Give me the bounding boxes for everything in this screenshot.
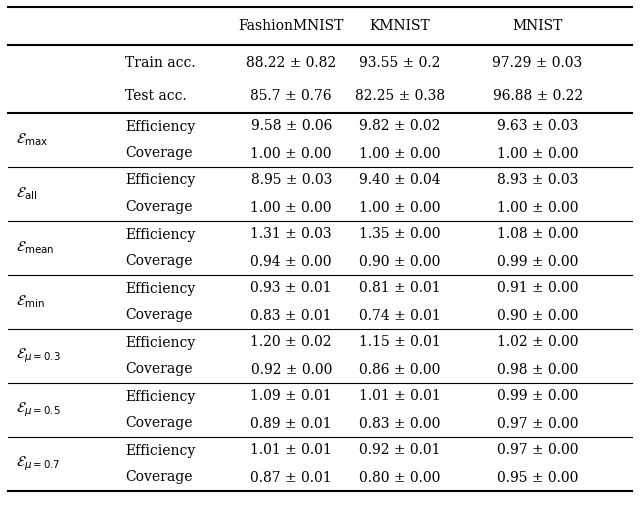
Text: $\mathcal{E}_{\mathrm{mean}}$: $\mathcal{E}_{\mathrm{mean}}$: [16, 240, 54, 257]
Text: 1.00 ± 0.00: 1.00 ± 0.00: [359, 147, 441, 161]
Text: 0.97 ± 0.00: 0.97 ± 0.00: [497, 444, 579, 457]
Text: 0.90 ± 0.00: 0.90 ± 0.00: [359, 255, 441, 269]
Text: Efficiency: Efficiency: [125, 173, 195, 188]
Text: $\mathcal{E}_{\mathrm{all}}$: $\mathcal{E}_{\mathrm{all}}$: [16, 186, 37, 202]
Text: Efficiency: Efficiency: [125, 389, 195, 404]
Text: 1.20 ± 0.02: 1.20 ± 0.02: [250, 336, 332, 349]
Text: 0.83 ± 0.00: 0.83 ± 0.00: [359, 416, 441, 430]
Text: 1.00 ± 0.00: 1.00 ± 0.00: [250, 200, 332, 214]
Text: $\mathcal{E}_{\mathrm{min}}$: $\mathcal{E}_{\mathrm{min}}$: [16, 294, 45, 310]
Text: 0.92 ± 0.00: 0.92 ± 0.00: [250, 363, 332, 377]
Text: 1.01 ± 0.01: 1.01 ± 0.01: [359, 389, 441, 404]
Text: 0.99 ± 0.00: 0.99 ± 0.00: [497, 255, 579, 269]
Text: $\mathcal{E}_{\mu=0.7}$: $\mathcal{E}_{\mu=0.7}$: [16, 455, 60, 474]
Text: $\mathcal{E}_{\mu=0.5}$: $\mathcal{E}_{\mu=0.5}$: [16, 401, 61, 419]
Text: FashionMNIST: FashionMNIST: [239, 19, 344, 33]
Text: Coverage: Coverage: [125, 200, 192, 214]
Text: 0.74 ± 0.01: 0.74 ± 0.01: [359, 308, 441, 322]
Text: Efficiency: Efficiency: [125, 336, 195, 349]
Text: Coverage: Coverage: [125, 308, 192, 322]
Text: 96.88 ± 0.22: 96.88 ± 0.22: [493, 89, 582, 103]
Text: 1.09 ± 0.01: 1.09 ± 0.01: [250, 389, 332, 404]
Text: 0.92 ± 0.01: 0.92 ± 0.01: [359, 444, 441, 457]
Text: 0.98 ± 0.00: 0.98 ± 0.00: [497, 363, 579, 377]
Text: Train acc.: Train acc.: [125, 56, 195, 70]
Text: 1.15 ± 0.01: 1.15 ± 0.01: [359, 336, 441, 349]
Text: 0.90 ± 0.00: 0.90 ± 0.00: [497, 308, 579, 322]
Text: 1.00 ± 0.00: 1.00 ± 0.00: [250, 147, 332, 161]
Text: 0.95 ± 0.00: 0.95 ± 0.00: [497, 470, 579, 485]
Text: 1.08 ± 0.00: 1.08 ± 0.00: [497, 228, 579, 241]
Text: 93.55 ± 0.2: 93.55 ± 0.2: [359, 56, 441, 70]
Text: $\mathcal{E}_{\mu=0.3}$: $\mathcal{E}_{\mu=0.3}$: [16, 347, 61, 366]
Text: 88.22 ± 0.82: 88.22 ± 0.82: [246, 56, 336, 70]
Text: Coverage: Coverage: [125, 363, 192, 377]
Text: 9.58 ± 0.06: 9.58 ± 0.06: [250, 120, 332, 133]
Text: Test acc.: Test acc.: [125, 89, 186, 103]
Text: Efficiency: Efficiency: [125, 281, 195, 296]
Text: 0.81 ± 0.01: 0.81 ± 0.01: [359, 281, 441, 296]
Text: 8.95 ± 0.03: 8.95 ± 0.03: [250, 173, 332, 188]
Text: 97.29 ± 0.03: 97.29 ± 0.03: [492, 56, 583, 70]
Text: 1.00 ± 0.00: 1.00 ± 0.00: [497, 147, 579, 161]
Text: 0.99 ± 0.00: 0.99 ± 0.00: [497, 389, 579, 404]
Text: 0.93 ± 0.01: 0.93 ± 0.01: [250, 281, 332, 296]
Text: 0.94 ± 0.00: 0.94 ± 0.00: [250, 255, 332, 269]
Text: Efficiency: Efficiency: [125, 120, 195, 133]
Text: Efficiency: Efficiency: [125, 228, 195, 241]
Text: 1.00 ± 0.00: 1.00 ± 0.00: [497, 200, 579, 214]
Text: 9.40 ± 0.04: 9.40 ± 0.04: [359, 173, 441, 188]
Text: Coverage: Coverage: [125, 147, 192, 161]
Text: 1.31 ± 0.03: 1.31 ± 0.03: [250, 228, 332, 241]
Text: 1.35 ± 0.00: 1.35 ± 0.00: [359, 228, 441, 241]
Text: KMNIST: KMNIST: [370, 19, 430, 33]
Text: Coverage: Coverage: [125, 255, 192, 269]
Text: 0.91 ± 0.00: 0.91 ± 0.00: [497, 281, 579, 296]
Text: 9.82 ± 0.02: 9.82 ± 0.02: [359, 120, 441, 133]
Text: 1.02 ± 0.00: 1.02 ± 0.00: [497, 336, 579, 349]
Text: $\mathcal{E}_{\mathrm{max}}$: $\mathcal{E}_{\mathrm{max}}$: [16, 132, 48, 149]
Text: 82.25 ± 0.38: 82.25 ± 0.38: [355, 89, 445, 103]
Text: 0.97 ± 0.00: 0.97 ± 0.00: [497, 416, 579, 430]
Text: Efficiency: Efficiency: [125, 444, 195, 457]
Text: 9.63 ± 0.03: 9.63 ± 0.03: [497, 120, 579, 133]
Text: 1.00 ± 0.00: 1.00 ± 0.00: [359, 200, 441, 214]
Text: 0.87 ± 0.01: 0.87 ± 0.01: [250, 470, 332, 485]
Text: 85.7 ± 0.76: 85.7 ± 0.76: [250, 89, 332, 103]
Text: Coverage: Coverage: [125, 416, 192, 430]
Text: 1.01 ± 0.01: 1.01 ± 0.01: [250, 444, 332, 457]
Text: Coverage: Coverage: [125, 470, 192, 485]
Text: 0.83 ± 0.01: 0.83 ± 0.01: [250, 308, 332, 322]
Text: 0.89 ± 0.01: 0.89 ± 0.01: [250, 416, 332, 430]
Text: 8.93 ± 0.03: 8.93 ± 0.03: [497, 173, 579, 188]
Text: MNIST: MNIST: [513, 19, 563, 33]
Text: 0.80 ± 0.00: 0.80 ± 0.00: [359, 470, 441, 485]
Text: 0.86 ± 0.00: 0.86 ± 0.00: [359, 363, 441, 377]
